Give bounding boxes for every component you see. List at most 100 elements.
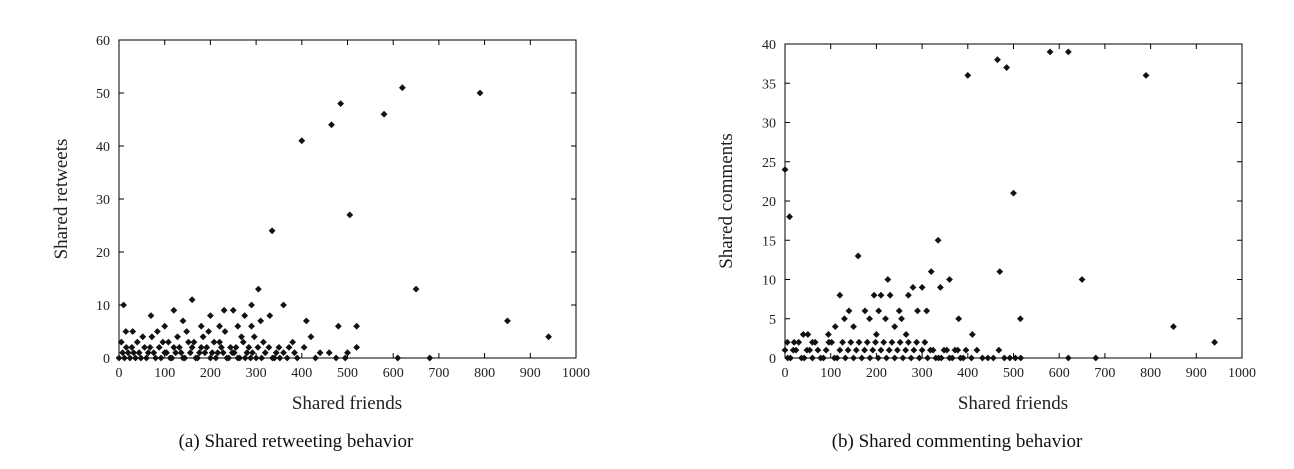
data-point-retweets: [257, 317, 265, 325]
y-tick-label-retweets: 30: [96, 193, 110, 208]
data-point-retweets: [197, 344, 205, 351]
data-point-retweets: [150, 349, 158, 357]
data-point-retweets: [380, 110, 388, 118]
data-point-retweets: [219, 349, 227, 357]
data-point-comments: [898, 315, 905, 323]
data-point-retweets: [170, 344, 178, 351]
data-point-retweets: [188, 296, 196, 304]
plot-frame-comments: [784, 43, 1243, 359]
data-point-comments: [891, 354, 899, 362]
data-point-retweets: [201, 349, 209, 357]
data-point-comments: [789, 346, 797, 354]
data-point-retweets: [130, 349, 138, 357]
data-point-comments: [850, 323, 857, 330]
data-point-retweets: [168, 354, 176, 362]
data-point-retweets: [239, 338, 247, 346]
data-point-comments: [934, 236, 942, 244]
data-point-comments: [937, 354, 945, 362]
data-point-retweets: [270, 354, 278, 362]
data-point-comments: [809, 354, 816, 362]
data-point-retweets: [143, 354, 150, 362]
data-point-retweets: [132, 354, 139, 362]
data-point-comments: [1142, 72, 1150, 79]
data-point-comments: [786, 213, 793, 221]
data-point-retweets: [276, 354, 284, 362]
data-point-retweets: [334, 322, 342, 330]
x-tick-label-comments: 900: [1186, 366, 1207, 381]
data-point-retweets: [394, 354, 402, 362]
data-point-comments: [847, 338, 855, 346]
data-point-retweets: [353, 344, 361, 351]
data-point-retweets: [174, 333, 181, 341]
panel-retweets: 0 100 200 300 400 500 600 700 800 900 1000 0 10 20 30 4…: [51, 34, 590, 452]
data-point-comments: [989, 354, 997, 362]
data-point-comments: [888, 338, 896, 346]
x-tick-label-comments: 800: [1140, 366, 1161, 381]
data-point-retweets: [152, 354, 159, 362]
data-point-retweets: [120, 301, 127, 309]
data-point-comments: [825, 331, 832, 338]
data-point-retweets: [179, 354, 187, 362]
data-point-retweets: [289, 338, 297, 346]
data-point-retweets: [476, 89, 484, 97]
data-point-retweets: [247, 354, 255, 362]
data-point-retweets: [283, 354, 291, 362]
x-tick-label-comments: 100: [820, 366, 841, 381]
y-tick-label-retweets: 20: [96, 246, 110, 261]
data-point-retweets: [268, 227, 276, 235]
data-point-comments: [964, 72, 972, 79]
data-point-comments: [943, 346, 951, 354]
data-point-comments: [861, 307, 869, 315]
data-point-retweets: [248, 322, 255, 330]
y-tick-label-retweets: 50: [96, 87, 110, 102]
data-point-comments: [883, 354, 890, 362]
data-point-comments: [1211, 338, 1218, 346]
y-tick-label-comments: 10: [762, 274, 776, 289]
data-point-comments: [817, 354, 825, 362]
data-point-comments: [880, 338, 888, 346]
data-point-retweets: [398, 84, 406, 92]
y-axis-title-retweets: Shared retweets: [51, 139, 72, 260]
data-point-retweets: [146, 344, 154, 351]
data-point-comments: [886, 291, 894, 299]
data-point-comments: [872, 338, 879, 346]
data-point-comments: [918, 346, 926, 354]
data-point-comments: [932, 354, 940, 362]
x-tick-label-retweets: 400: [291, 366, 312, 381]
data-point-retweets: [164, 338, 172, 346]
data-point-comments: [841, 354, 849, 362]
data-point-retweets: [325, 349, 333, 357]
data-point-comments: [914, 307, 921, 315]
data-point-comments: [781, 346, 789, 354]
x-tick-label-comments: 500: [1003, 366, 1024, 381]
data-point-comments: [904, 291, 912, 299]
data-point-comments: [877, 291, 885, 299]
data-point-retweets: [221, 328, 229, 335]
data-point-retweets: [177, 349, 185, 357]
data-point-comments: [781, 166, 789, 173]
data-point-comments: [831, 323, 839, 330]
data-point-retweets: [254, 344, 262, 351]
x-tick-label-retweets: 800: [474, 366, 495, 381]
data-point-comments: [841, 315, 848, 323]
data-point-comments: [795, 338, 803, 346]
data-point-retweets: [128, 344, 136, 351]
data-point-retweets: [126, 354, 134, 362]
data-point-retweets: [504, 317, 511, 325]
data-point-comments: [902, 331, 910, 338]
data-point-retweets: [122, 328, 130, 335]
data-point-retweets: [261, 349, 269, 357]
data-point-retweets: [341, 354, 349, 362]
data-point-comments: [896, 338, 904, 346]
data-point-retweets: [199, 333, 207, 341]
data-point-retweets: [241, 312, 249, 319]
data-point-comments: [994, 56, 1001, 64]
data-point-retweets: [186, 349, 194, 357]
data-point-retweets: [266, 312, 274, 319]
data-point-retweets: [161, 349, 169, 357]
data-point-comments: [874, 354, 882, 362]
data-point-comments: [783, 338, 791, 346]
data-point-retweets: [124, 349, 132, 357]
data-point-comments: [858, 354, 866, 362]
caption-comments: (b) Shared commenting behavior: [832, 431, 1083, 452]
